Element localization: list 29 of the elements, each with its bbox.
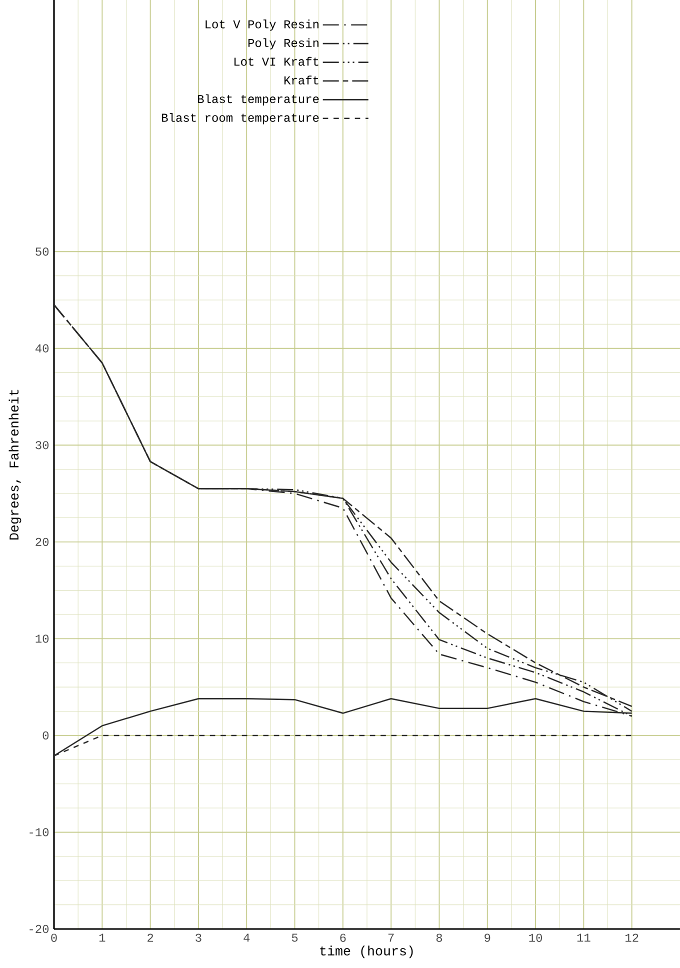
x-tick-label: 4 bbox=[244, 934, 250, 942]
x-tick-label: 1 bbox=[99, 934, 106, 942]
legend-label: Poly Resin bbox=[248, 38, 318, 50]
legend-label: Lot VI Kraft bbox=[234, 56, 318, 66]
y-tick-label: -20 bbox=[30, 924, 49, 934]
x-tick-label: 8 bbox=[436, 934, 442, 942]
y-tick-label: 10 bbox=[36, 634, 49, 643]
x-tick-label: 2 bbox=[148, 934, 154, 942]
legend-label: Blast room temperature bbox=[162, 113, 319, 124]
x-tick-label: 5 bbox=[292, 934, 298, 942]
legend-label: Kraft bbox=[284, 76, 318, 84]
y-tick-label: -10 bbox=[30, 828, 49, 836]
y-tick-label: 40 bbox=[35, 344, 49, 352]
x-tick-label: 9 bbox=[484, 934, 490, 942]
x-tick-label: 3 bbox=[196, 934, 202, 942]
legend-label: Blast temperature bbox=[198, 94, 319, 106]
y-tick-label: 0 bbox=[42, 731, 49, 740]
y-tick-label: 20 bbox=[36, 538, 49, 546]
x-tick-label: 10 bbox=[529, 934, 542, 942]
x-tick-label: 7 bbox=[388, 934, 394, 942]
y-axis-title: Degrees, Fahrenheit bbox=[8, 390, 22, 540]
legend-label: Lot V Poly Resin bbox=[206, 20, 318, 31]
y-tick-label: 50 bbox=[36, 248, 49, 256]
x-tick-label: 6 bbox=[340, 934, 346, 942]
x-tick-label: 0 bbox=[51, 934, 57, 942]
y-tick-label: 30 bbox=[36, 441, 49, 450]
x-tick-label: 12 bbox=[626, 934, 638, 942]
x-tick-label: 11 bbox=[577, 934, 590, 942]
x-axis-title: time (hours) bbox=[320, 946, 413, 958]
